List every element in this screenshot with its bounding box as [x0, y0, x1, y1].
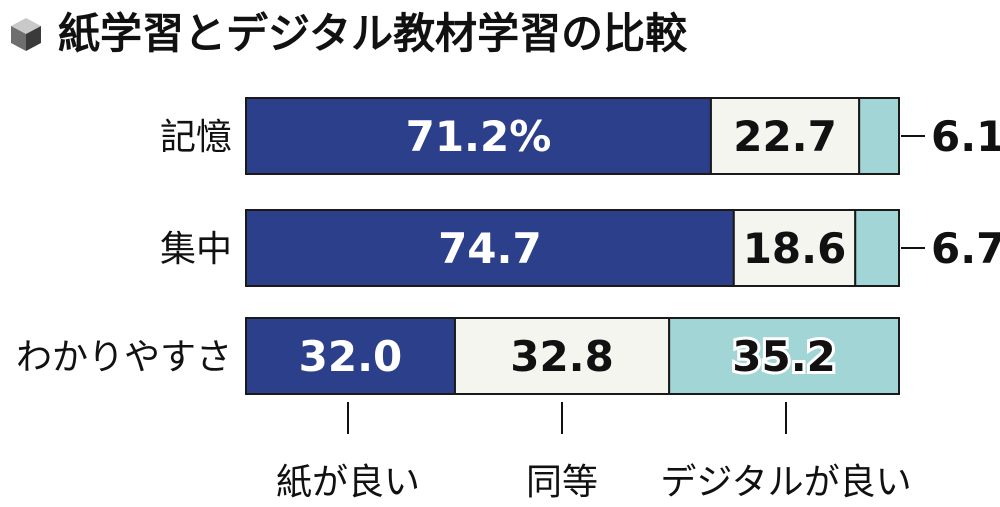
bar-segment	[668, 317, 900, 395]
legend-label: 紙が良い	[276, 462, 420, 503]
bar-segment	[732, 209, 857, 287]
legend-label: 同等	[526, 462, 598, 503]
category-label: 記憶	[160, 117, 232, 158]
data-label: 32.0	[299, 332, 403, 381]
data-label: 32.8	[510, 332, 614, 381]
data-label: 74.7	[438, 224, 542, 273]
bar-segment	[709, 97, 861, 175]
bar-segment	[858, 97, 900, 175]
category-label: わかりやすさ	[16, 337, 232, 378]
data-label: 71.2%	[406, 112, 552, 161]
cube-icon	[6, 14, 46, 54]
chart-title: 紙学習とデジタル教材学習の比較	[58, 9, 688, 58]
data-label: 35.2	[732, 332, 836, 381]
category-label: 集中	[160, 229, 232, 270]
data-label: 6.7	[931, 224, 1000, 273]
bar-segment	[245, 97, 712, 175]
bar-segment	[245, 209, 735, 287]
data-label: 18.6	[743, 224, 847, 273]
legend-label: デジタルが良い	[660, 462, 911, 503]
bar-segment	[453, 317, 671, 395]
data-label: 6.1	[931, 112, 1000, 161]
data-label: 22.7	[733, 112, 837, 161]
bar-segment	[854, 209, 901, 287]
bar-segment	[245, 317, 456, 395]
